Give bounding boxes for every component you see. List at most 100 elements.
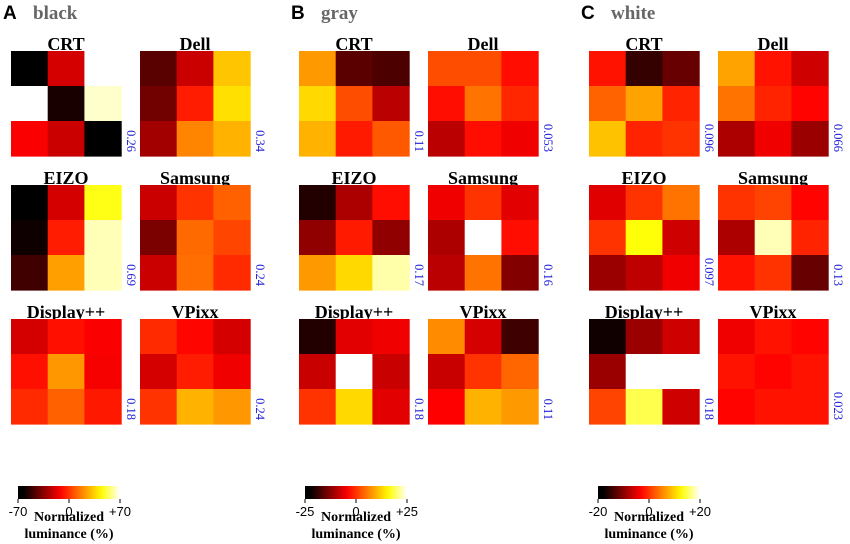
colorbar-tick-label: 0 xyxy=(352,504,359,519)
heatmap-cell xyxy=(84,319,122,355)
value-label: 0.053 xyxy=(541,124,555,152)
heatmap-cell xyxy=(428,86,466,122)
heatmap-cell xyxy=(140,319,178,355)
heatmap-cell xyxy=(718,185,756,221)
device-title: Dell xyxy=(180,34,211,54)
heatmap-cell xyxy=(754,389,792,425)
value-label: 0.023 xyxy=(831,392,845,420)
colorbar-title: Normalized xyxy=(614,510,684,525)
heatmap-cell xyxy=(176,389,214,425)
colorbar-tick-label: +25 xyxy=(396,504,418,519)
heatmap-cell xyxy=(11,86,49,122)
heatmap-cell xyxy=(791,319,829,355)
heatmap-cell xyxy=(140,51,178,87)
heatmap-cell xyxy=(84,389,122,425)
heatmap-cell xyxy=(213,185,251,221)
device-title: Display++ xyxy=(605,302,684,322)
heatmap-cell xyxy=(464,220,502,256)
heatmap-cell xyxy=(299,220,337,256)
device-title: VPixx xyxy=(172,302,219,322)
value-label: 0.69 xyxy=(124,264,138,286)
heatmap-cell xyxy=(791,121,829,157)
heatmap-cell xyxy=(176,185,214,221)
heatmap-cell xyxy=(213,121,251,157)
heatmap-cell xyxy=(47,86,85,122)
heatmap-cell xyxy=(299,389,337,425)
heatmap-cell xyxy=(299,185,337,221)
heatmap-cell xyxy=(662,220,700,256)
heatmap-cell xyxy=(428,220,466,256)
device-dell: Dell 0.066 xyxy=(718,34,845,157)
heatmap-cell xyxy=(662,121,700,157)
heatmap-cell xyxy=(589,389,627,425)
heatmap-cell xyxy=(372,389,410,425)
heatmap-cell xyxy=(589,121,627,157)
heatmap-cell xyxy=(662,86,700,122)
heatmap-cell xyxy=(428,354,466,390)
heatmap-cell xyxy=(213,255,251,291)
colorbar-gradient xyxy=(18,486,120,499)
heatmap-cell xyxy=(47,185,85,221)
heatmap-cell xyxy=(299,121,337,157)
device-samsung: Samsung 0.13 xyxy=(718,168,845,291)
heatmap-cell xyxy=(662,255,700,291)
heatmap-cell xyxy=(335,86,373,122)
colorbar-tick-label: +70 xyxy=(109,504,131,519)
heatmap-cell xyxy=(428,319,466,355)
condition-label: gray xyxy=(321,3,358,24)
heatmap-cell xyxy=(501,121,539,157)
heatmap-cell xyxy=(718,319,756,355)
heatmap-cell xyxy=(791,185,829,221)
heatmap-cell xyxy=(501,86,539,122)
device-crt: CRT 0.26 xyxy=(11,34,138,157)
colorbar-tick-label: -70 xyxy=(9,504,28,519)
colorbar-title: luminance (%) xyxy=(24,527,113,542)
heatmap-cell xyxy=(718,121,756,157)
heatmap-cell xyxy=(47,51,85,87)
heatmap-cell xyxy=(428,121,466,157)
heatmap-cell xyxy=(47,319,85,355)
value-label: 0.18 xyxy=(702,398,716,420)
device-title: CRT xyxy=(47,34,84,54)
value-label: 0.26 xyxy=(124,130,138,152)
heatmap-cell xyxy=(718,220,756,256)
value-label: 0.097 xyxy=(702,258,716,286)
heatmap-cell xyxy=(335,51,373,87)
value-label: 0.17 xyxy=(412,264,426,286)
device-eizo: EIZO 0.69 xyxy=(11,168,138,291)
heatmap-cell xyxy=(625,86,663,122)
value-label: 0.096 xyxy=(702,124,716,152)
heatmap-cell xyxy=(299,319,337,355)
heatmap-cell xyxy=(213,51,251,87)
heatmap-cell xyxy=(11,51,49,87)
device-samsung: Samsung 0.16 xyxy=(428,168,555,291)
colorbar-title: luminance (%) xyxy=(604,527,693,542)
heatmap-cell xyxy=(501,220,539,256)
heatmap-cell xyxy=(213,389,251,425)
heatmap-cell xyxy=(501,389,539,425)
value-label: 0.24 xyxy=(253,398,267,421)
device-vpixx: VPixx 0.11 xyxy=(428,302,555,425)
heatmap-cell xyxy=(464,86,502,122)
heatmap-cell xyxy=(299,255,337,291)
heatmap-cell xyxy=(464,121,502,157)
heatmap-cell xyxy=(589,86,627,122)
panel-letter: C xyxy=(581,3,595,24)
heatmap-cell xyxy=(47,121,85,157)
heatmap-cell xyxy=(718,354,756,390)
heatmap-cell xyxy=(754,255,792,291)
colorbar-tick-label: -25 xyxy=(296,504,315,519)
heatmap-cell xyxy=(754,354,792,390)
value-label: 0.13 xyxy=(831,264,845,286)
heatmap-cell xyxy=(372,185,410,221)
heatmap-cell xyxy=(47,389,85,425)
heatmap-cell xyxy=(84,86,122,122)
heatmap-cell xyxy=(47,220,85,256)
value-label: 0.16 xyxy=(541,264,555,286)
colorbar-gradient xyxy=(305,486,407,499)
heatmap-cell xyxy=(754,121,792,157)
heatmap-cell xyxy=(140,185,178,221)
